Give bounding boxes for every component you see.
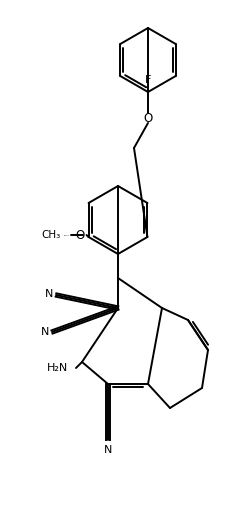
Text: O: O: [143, 111, 152, 124]
Text: F: F: [144, 75, 150, 85]
Text: H₂N: H₂N: [46, 363, 68, 373]
Text: O: O: [75, 228, 84, 241]
Text: CH₃: CH₃: [41, 230, 60, 240]
Text: methoxy: methoxy: [64, 234, 70, 236]
Text: N: N: [44, 289, 53, 299]
Text: N: N: [41, 327, 49, 337]
Text: N: N: [103, 445, 112, 455]
